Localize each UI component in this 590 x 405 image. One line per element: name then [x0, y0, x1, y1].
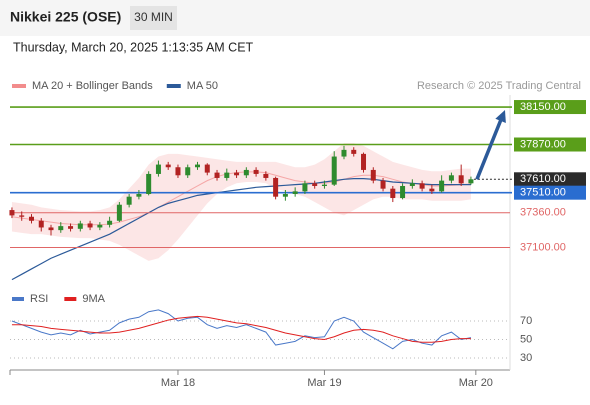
x-tick-label: Mar 20 [459, 377, 493, 389]
candle-body [282, 194, 288, 197]
candle-body [409, 183, 415, 186]
candle-body [175, 167, 181, 176]
level-box [514, 185, 586, 200]
candle-body [302, 183, 308, 192]
timeframe-box[interactable] [130, 6, 177, 30]
legend-swatch [12, 297, 24, 301]
candle-body [341, 149, 347, 157]
level-label: 37510.00 [520, 187, 566, 199]
candle-body [458, 175, 464, 184]
candle-body [165, 164, 171, 168]
header-bar [0, 0, 590, 36]
candle-body [48, 227, 54, 231]
candle-body [448, 175, 454, 181]
level-label: 37870.00 [520, 138, 566, 150]
candle-body [28, 216, 34, 221]
candle-body [400, 185, 406, 199]
rsi-line [11, 309, 472, 350]
candle-body [195, 164, 200, 168]
candle-body [185, 167, 191, 176]
legend-label: 9MA [82, 293, 105, 305]
candle-body [204, 164, 210, 173]
candle-body [9, 210, 15, 216]
ma-line [11, 178, 471, 281]
rsi-line [11, 315, 471, 343]
candle-body [390, 188, 396, 199]
candle-body [439, 180, 445, 192]
level-label: 38150.00 [520, 101, 566, 113]
candle-body [126, 196, 132, 205]
candle-body [361, 153, 367, 170]
legend-swatch [12, 84, 26, 88]
candle-body [77, 223, 83, 229]
x-tick-label: Mar 18 [161, 377, 195, 389]
level-label: 37360.00 [520, 207, 566, 219]
legend-swatch [166, 84, 181, 88]
candle-body [87, 223, 93, 228]
legend-label: MA 20 + Bollinger Bands [32, 80, 153, 92]
candle-body [468, 179, 474, 184]
candle-body [38, 220, 44, 228]
y-tick-label: 30 [520, 352, 532, 364]
candle-body [429, 188, 435, 192]
timeframe[interactable]: 30 MIN [134, 10, 173, 24]
candle-body [292, 191, 298, 195]
candle-body [234, 172, 240, 176]
candle-body [273, 177, 279, 197]
candle-body [243, 169, 249, 176]
chart-title: Nikkei 225 (OSE) [10, 9, 121, 25]
level-box [514, 137, 586, 152]
candle-body [214, 172, 220, 178]
candle-body [146, 173, 152, 195]
candle-body [19, 215, 25, 217]
y-tick-label: 70 [520, 315, 532, 327]
forecast-arrow [475, 116, 504, 180]
x-tick-label: Mar 19 [307, 377, 341, 389]
legend-label: RSI [30, 293, 48, 305]
legend-swatch [64, 297, 77, 301]
subtitle: Thursday, March 20, 2025 1:13:35 AM CET [13, 40, 254, 54]
candle-body [351, 149, 357, 154]
candle-body [312, 183, 318, 186]
candle-body [136, 194, 142, 197]
level-label: 37100.00 [520, 241, 566, 253]
candle-body [331, 156, 337, 185]
candle-body [263, 173, 269, 178]
y-tick-label: 50 [520, 333, 532, 345]
source: Research © 2025 Trading Central [417, 80, 581, 92]
candle-body [321, 184, 327, 186]
candle-body [253, 169, 259, 174]
candle-body [370, 169, 376, 181]
candle-body [380, 180, 386, 189]
candle-body [224, 172, 230, 178]
arrow-head [495, 110, 506, 124]
level-box [514, 172, 586, 187]
candle-body [116, 204, 122, 221]
candle-body [58, 226, 64, 231]
legend-label: MA 50 [187, 80, 218, 92]
candle-body [97, 224, 103, 228]
candle-body [68, 226, 74, 229]
candle-body [419, 183, 425, 189]
candle-body [107, 220, 113, 225]
level-label: 37610.00 [520, 173, 566, 185]
level-box [514, 100, 586, 115]
bollinger-band [11, 143, 471, 261]
candle-body [155, 164, 161, 174]
